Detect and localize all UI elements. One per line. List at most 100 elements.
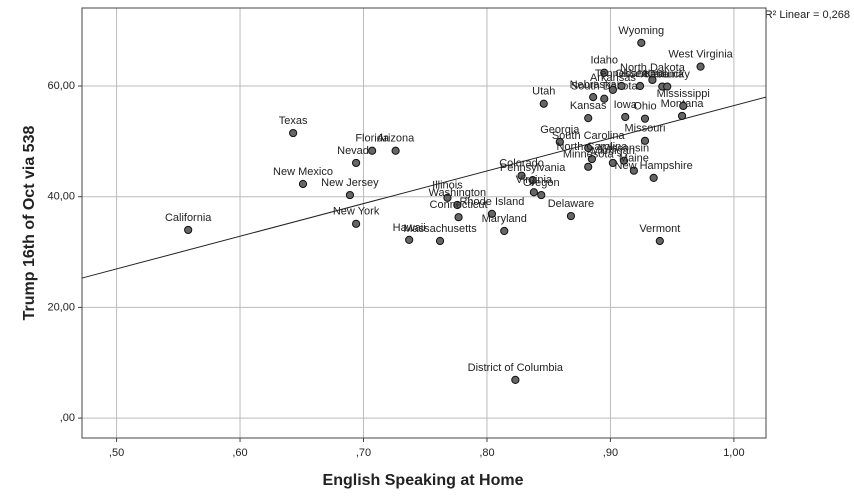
point [619,156,629,165]
point [648,75,657,85]
point [368,146,377,155]
point-label: New York [333,206,380,218]
point-label: Massachusetts [403,223,477,235]
point-label: Virginia [516,174,553,186]
point-label: Oregon [523,177,560,189]
point-label: Arkansas [590,72,636,84]
point [453,200,462,210]
point [487,209,497,218]
point [635,81,645,91]
point [500,226,509,236]
point [600,68,609,77]
point [600,94,609,103]
y-tick-label: ,00 [60,412,75,424]
point [289,128,298,138]
point [555,137,564,147]
point [629,166,638,175]
point [511,375,520,384]
fit-line [81,96,767,279]
point-label: North Dakota [620,62,686,74]
point [677,111,687,121]
point-label: Delaware [548,198,594,210]
point-label: Pennsylvania [500,162,566,174]
point [454,213,463,222]
point-label: Maryland [482,213,527,225]
point [539,99,548,108]
point-label: New Mexico [273,166,333,178]
point [351,158,361,168]
point-label: Idaho [590,55,618,67]
point-label: Kentucky [645,68,691,80]
x-tick-label: ,60 [232,447,247,459]
point [640,114,650,123]
point-label: Rhode Island [459,196,524,208]
point-label: Florida [355,133,390,145]
point [537,190,546,200]
point [608,158,618,168]
point [640,136,650,145]
point [435,236,445,246]
y-tick-label: 20,00 [47,301,75,313]
point-label: Vermont [639,223,680,235]
point [587,154,597,164]
point-label: Wisconsin [599,143,649,155]
x-tick-label: ,50 [109,447,124,459]
x-tick-label: ,80 [479,447,494,459]
point [391,146,400,155]
y-tick-label: 60,00 [47,80,75,92]
point [649,173,658,182]
point-label: New Jersey [321,177,379,189]
point-label: New Hampshire [615,160,693,172]
point [298,179,308,189]
x-tick-label: ,70 [356,447,371,459]
y-tick-label: 40,00 [47,191,75,203]
x-tick-label: ,90 [603,447,618,459]
point-label: Nebraska [570,79,618,91]
point [184,225,193,235]
x-axis-title: English Speaking at Home [323,472,524,489]
plot-frame [81,7,767,439]
point-label: Kansas [570,100,607,112]
point-label: Missouri [625,123,666,135]
point [405,235,414,244]
point-label: Washington [428,187,486,199]
point-label: Tennessee [595,68,648,80]
point-label: South Carolina [552,130,626,142]
point [345,190,355,200]
point [621,112,630,122]
point [637,38,646,47]
point-label: Georgia [540,124,580,136]
point-label: Hawaii [393,222,426,234]
point [663,82,672,91]
point-label: Arizona [377,133,415,145]
point-label: Colorado [499,158,544,170]
point [584,143,593,153]
point-label: Michigan [591,145,635,157]
y-axis-title: Trump 16th of Oct via 538 [21,126,38,321]
point [608,85,618,95]
point-label: Illinois [432,180,463,192]
point-label: Connecticut [430,199,488,211]
point [529,188,538,197]
point [443,193,452,202]
point [517,171,526,180]
point-label: California [165,212,212,224]
point-label: Alabama [641,68,685,80]
point-label: West Virginia [668,49,733,61]
point [589,92,598,102]
point-label: Utah [532,86,555,98]
point-label: Nevada [337,145,376,157]
point-label: District of Columbia [468,362,564,374]
point [351,219,361,228]
point-label: Mississippi [657,88,710,100]
point [696,62,705,71]
point [617,81,626,91]
point-label: Ohio [633,101,656,113]
point-label: North Carolina [556,141,628,153]
point [584,114,593,123]
point [528,176,537,185]
point-label: Minnesota [563,149,615,161]
fit-annotation: R² Linear = 0,268 [765,9,850,21]
point-label: Wyoming [618,25,664,37]
